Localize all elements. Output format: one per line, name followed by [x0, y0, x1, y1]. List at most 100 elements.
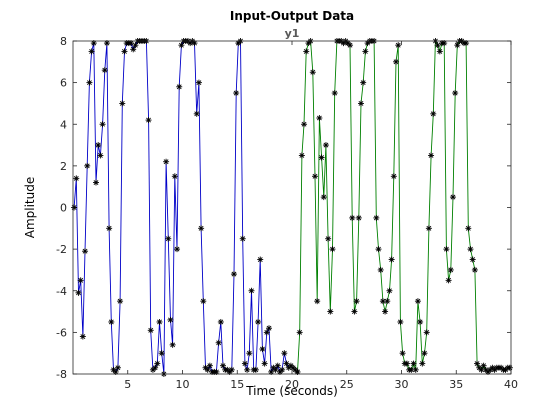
data-point — [171, 173, 178, 180]
data-point — [454, 42, 461, 49]
data-point — [248, 287, 255, 294]
data-point — [296, 329, 303, 336]
data-point — [469, 256, 476, 263]
data-point — [156, 318, 163, 325]
data-point — [163, 158, 170, 165]
data-point — [178, 42, 185, 49]
data-point — [390, 173, 397, 180]
data-point — [154, 360, 161, 367]
data-point — [103, 40, 110, 47]
data-point — [349, 214, 356, 221]
data-point — [220, 362, 227, 369]
data-point — [114, 364, 121, 371]
data-point — [318, 154, 325, 161]
data-point — [204, 366, 211, 373]
data-point — [353, 298, 360, 305]
data-point — [309, 69, 316, 76]
data-point — [193, 110, 200, 117]
data-point — [357, 100, 364, 107]
x-tick-label: 15 — [230, 378, 244, 391]
data-point — [239, 235, 246, 242]
data-point — [355, 214, 362, 221]
data-point — [228, 366, 235, 373]
data-point — [88, 48, 95, 55]
data-point — [145, 117, 152, 124]
data-point — [347, 42, 354, 49]
y-tick-label: 4 — [60, 118, 67, 131]
plot-area — [73, 41, 511, 374]
data-point — [121, 48, 128, 55]
data-point — [213, 368, 220, 375]
data-point — [414, 298, 421, 305]
data-point — [266, 325, 273, 332]
data-point — [322, 142, 329, 149]
data-point — [99, 121, 106, 128]
y-tick-label: 0 — [60, 202, 67, 215]
data-point — [158, 350, 165, 357]
data-point — [241, 360, 248, 367]
data-point — [165, 235, 172, 242]
data-point — [152, 364, 159, 371]
x-tick-label: 30 — [395, 378, 409, 391]
data-point — [360, 79, 367, 86]
series-markers — [71, 38, 513, 377]
data-point — [384, 298, 391, 305]
data-point — [445, 277, 452, 284]
data-point — [480, 362, 487, 369]
axis-ticks: 5 10 15 20 25 30 35 40 -8 -6 -4 -2 0 2 4 6 8 — [56, 35, 518, 391]
data-point — [316, 115, 323, 122]
data-point — [412, 366, 419, 373]
x-axis-label: Time (seconds) — [245, 384, 338, 398]
data-point — [147, 327, 154, 334]
data-point — [311, 173, 318, 180]
data-point — [430, 110, 437, 117]
data-point — [274, 362, 281, 369]
data-point — [132, 42, 139, 49]
data-point — [77, 277, 84, 284]
data-point — [303, 48, 310, 55]
data-point — [101, 67, 108, 74]
data-point — [465, 225, 472, 232]
data-point — [84, 162, 91, 169]
data-point — [375, 246, 382, 253]
y-axis-label: Amplitude — [23, 177, 37, 239]
data-point — [388, 256, 395, 263]
data-point — [73, 175, 80, 182]
data-point — [377, 266, 384, 273]
data-point — [79, 333, 86, 340]
data-point — [325, 235, 332, 242]
data-point — [452, 90, 459, 97]
data-point — [257, 256, 264, 263]
x-tick-label: 25 — [340, 378, 354, 391]
data-point — [436, 48, 443, 55]
data-point — [255, 318, 262, 325]
data-point — [419, 360, 426, 367]
data-point — [119, 100, 126, 107]
data-point — [130, 46, 137, 53]
data-point — [272, 366, 279, 373]
chart-subtitle: y1 — [285, 27, 300, 40]
y-tick-label: -4 — [56, 285, 67, 298]
data-point — [230, 271, 237, 278]
y-tick-label: 2 — [60, 160, 67, 173]
data-point — [263, 329, 270, 336]
plot-frame — [72, 40, 512, 375]
data-point — [206, 362, 213, 369]
data-point — [447, 266, 454, 273]
data-point — [281, 350, 288, 357]
chart-title: Input-Output Data — [230, 9, 354, 23]
data-point — [434, 42, 441, 49]
data-point — [86, 79, 93, 86]
data-point — [417, 318, 424, 325]
data-point — [117, 298, 124, 305]
data-point — [283, 360, 290, 367]
data-point — [108, 318, 115, 325]
x-tick-label: 10 — [176, 378, 190, 391]
data-point — [386, 287, 393, 294]
data-point — [217, 318, 224, 325]
data-point — [395, 42, 402, 49]
data-point — [71, 204, 78, 211]
data-point — [327, 308, 334, 315]
data-point — [351, 308, 358, 315]
